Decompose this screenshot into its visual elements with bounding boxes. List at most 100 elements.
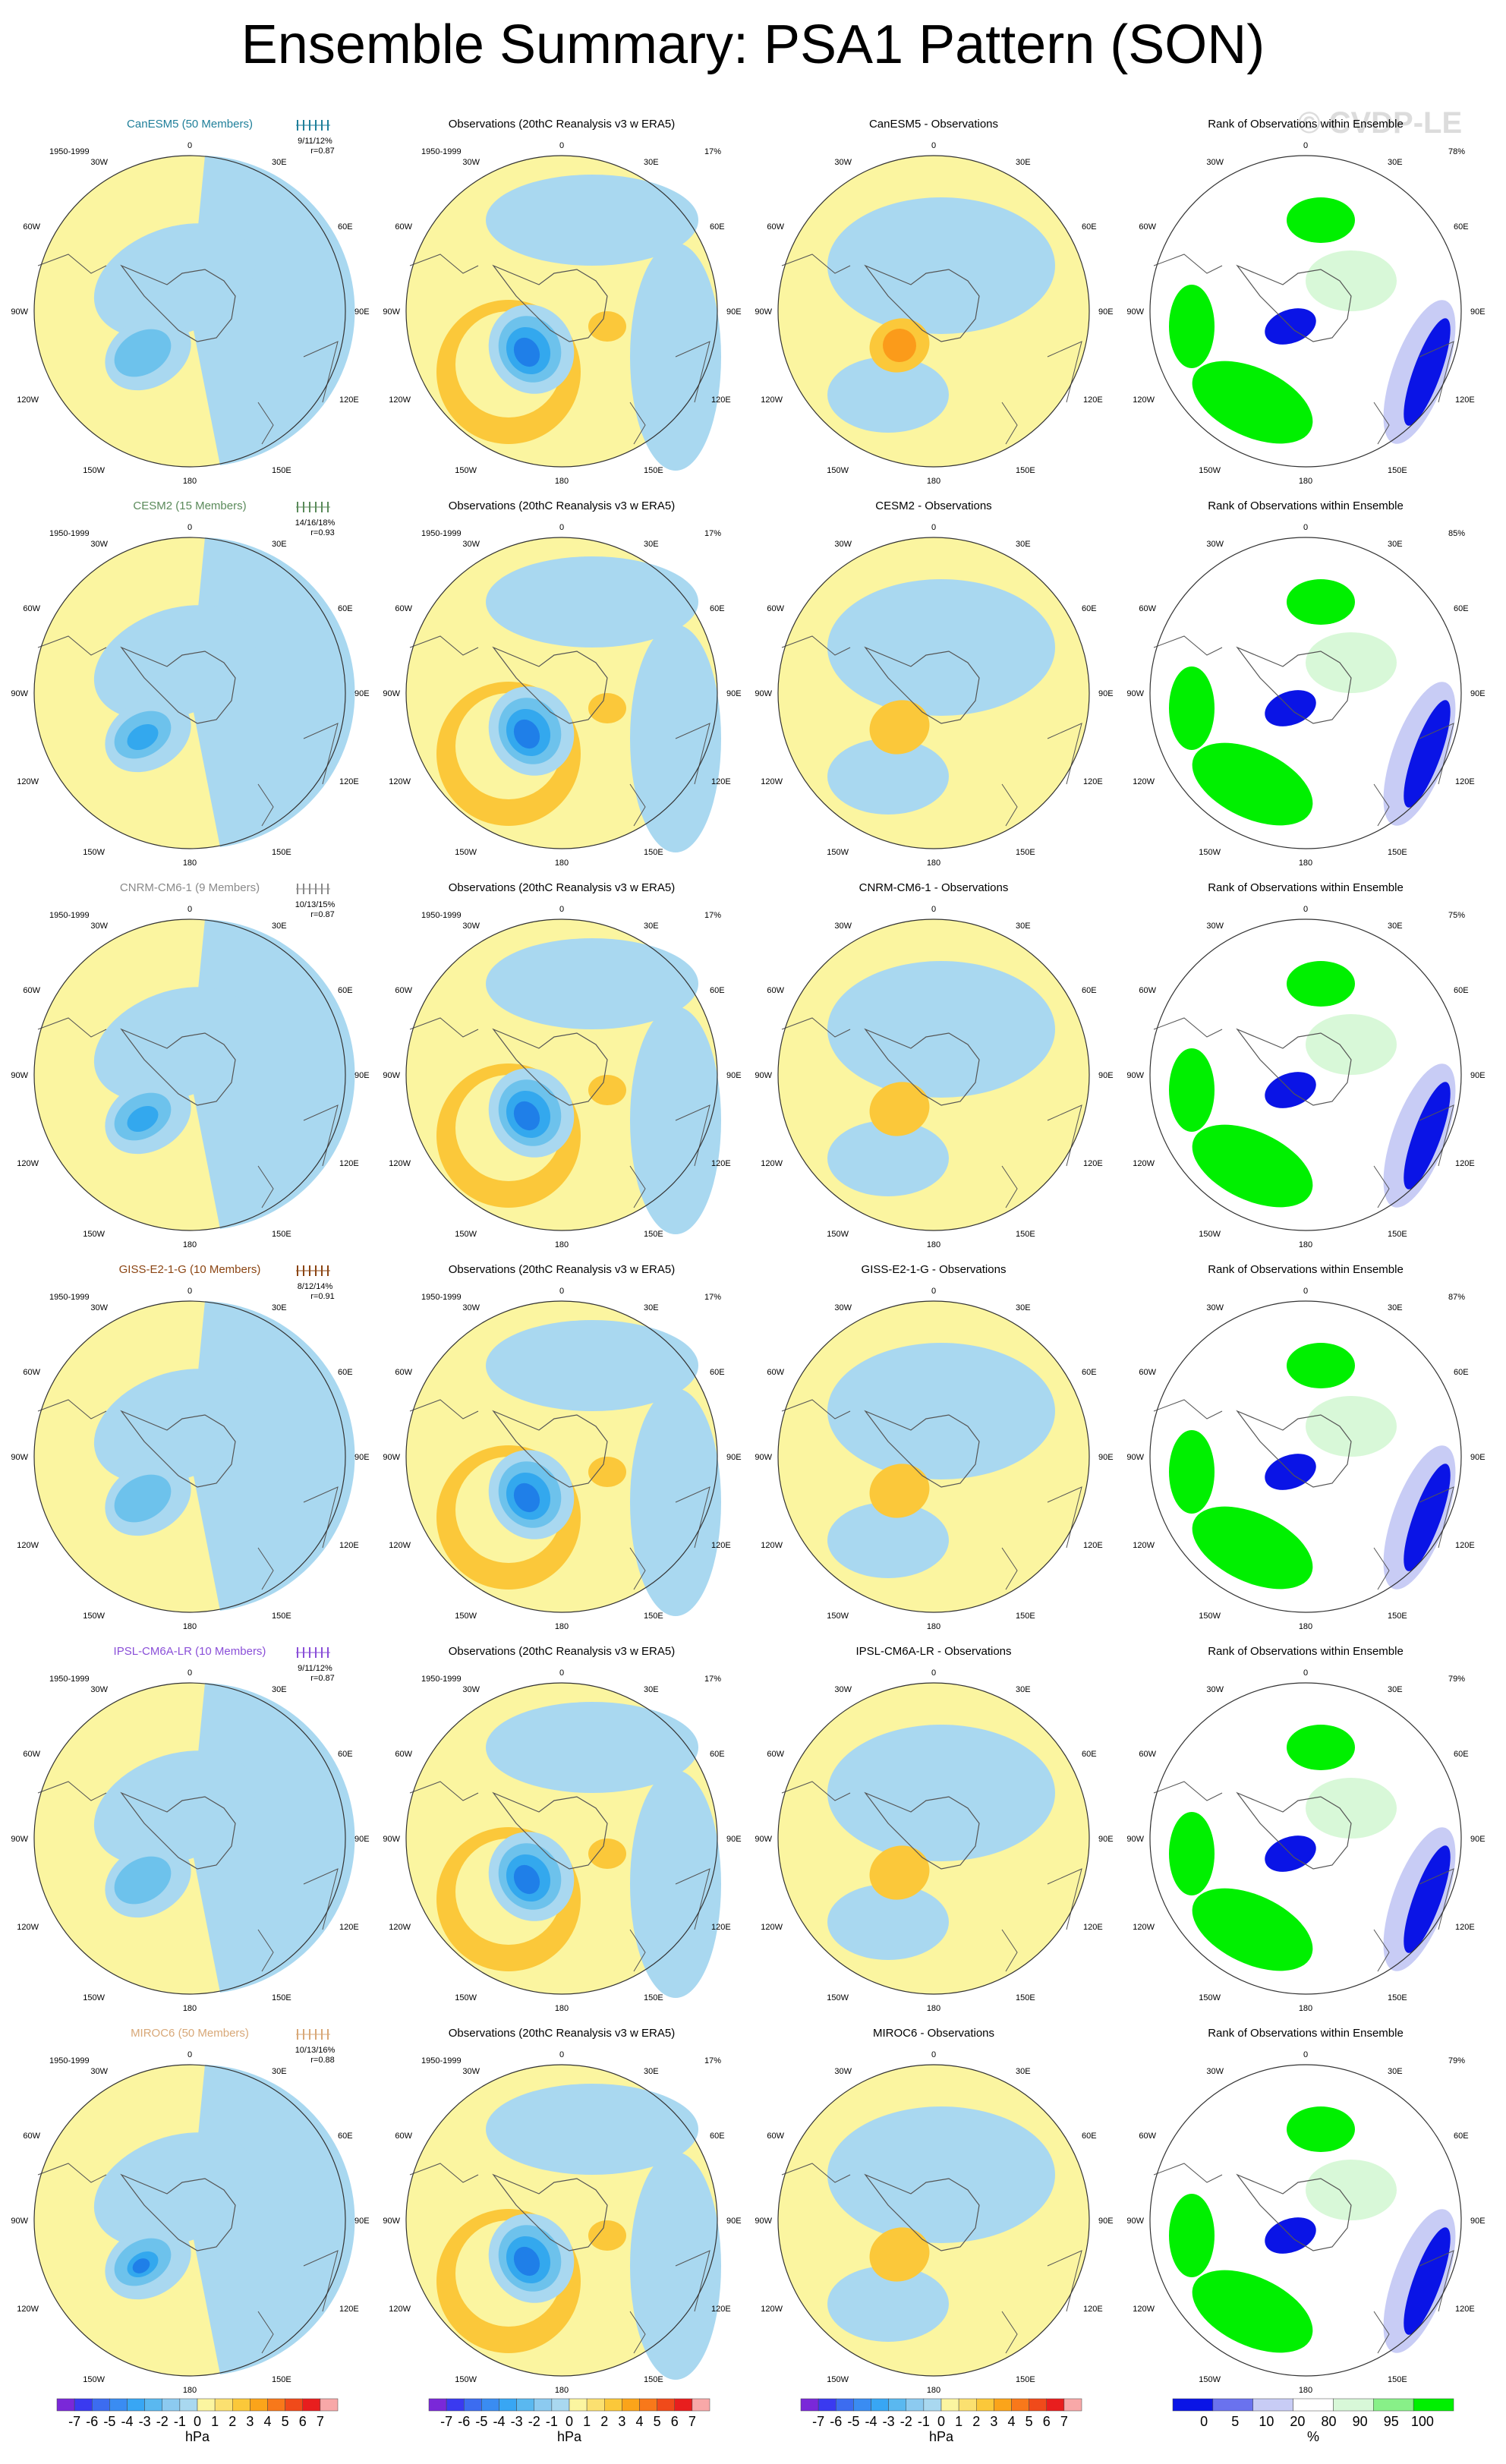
lon-label: 150E — [1016, 1993, 1035, 2002]
colorbar-swatch — [604, 2398, 622, 2412]
rank-region — [1287, 1725, 1355, 1770]
lon-label: 120W — [389, 1541, 411, 1550]
lon-label: 0 — [1303, 523, 1308, 532]
lon-label: 180 — [1299, 2004, 1312, 2013]
coastline — [1419, 2250, 1454, 2312]
lon-label: 0 — [931, 1668, 936, 1678]
pattern-region — [588, 1839, 626, 1869]
map-border — [405, 2064, 718, 2377]
lon-label: 90E — [354, 689, 370, 698]
colorbar-swatch — [692, 2398, 710, 2412]
lon-label: 120E — [711, 1159, 731, 1168]
coastline — [37, 635, 107, 656]
obs-explained-variance: 17% — [704, 911, 721, 920]
coastline — [864, 1028, 980, 1106]
lon-label: 120W — [17, 2305, 39, 2314]
lon-label: 30W — [90, 922, 108, 931]
coastline — [675, 1104, 710, 1167]
lon-label: 30W — [834, 922, 852, 931]
lon-label: 30W — [462, 540, 480, 549]
coastline — [1001, 1929, 1018, 1972]
explained-variance: 14/16/18% — [295, 518, 336, 528]
colorbar-tick-label: 100 — [1411, 2414, 1434, 2429]
colorbar-swatch — [320, 2398, 339, 2412]
colorbar-swatch — [906, 2398, 925, 2412]
coastline — [120, 1791, 236, 1870]
rank-title: Rank of Observations within Ensemble — [1208, 1263, 1404, 1276]
coastline — [675, 723, 710, 785]
lon-label: 30W — [90, 1303, 108, 1312]
colorbar-swatch — [499, 2398, 517, 2412]
lon-label: 120W — [761, 395, 783, 405]
coastline — [1001, 1547, 1018, 1590]
lon-label: 90E — [726, 1835, 742, 1844]
colorbar-tick-label: 5 — [282, 2414, 289, 2429]
pattern-correlation: r=0.87 — [310, 147, 335, 156]
map-border — [777, 2064, 1090, 2377]
coastline — [1153, 1399, 1223, 1419]
explained-variance: 10/13/16% — [295, 2046, 336, 2055]
obs-panel: 0 30E 60E 90E 120E 150E 180 150W 120W 90W 60W 30W Ob… — [383, 499, 741, 868]
lon-label: 150E — [644, 1230, 663, 1239]
lon-label: 120E — [339, 2305, 359, 2314]
rank-region — [1306, 632, 1397, 693]
lon-label: 60E — [1082, 1750, 1097, 1759]
coastline — [781, 635, 851, 656]
explained-variance: 9/11/12% — [298, 1664, 332, 1673]
rank-region — [1192, 1506, 1313, 1590]
coastline — [1047, 723, 1082, 785]
coastline — [303, 341, 339, 403]
obs-panel: 0 30E 60E 90E 120E 150E 180 150W 120W 90W 60W 30W Ob… — [383, 881, 741, 1249]
rank-region — [1404, 1082, 1451, 1189]
coastline — [409, 1017, 479, 1038]
pattern-region — [513, 1482, 540, 1513]
lon-label: 180 — [1299, 1240, 1312, 1249]
coastline — [1419, 341, 1454, 403]
lon-label: 90W — [755, 689, 772, 698]
coastline — [492, 1028, 608, 1106]
lon-label: 90E — [1470, 689, 1486, 698]
colorbar-tick-label: -2 — [528, 2414, 540, 2429]
member-range-bar — [296, 120, 330, 131]
lon-label: 0 — [187, 1668, 192, 1678]
rank-percent: 87% — [1448, 1293, 1465, 1302]
obs-explained-variance: 17% — [704, 529, 721, 538]
lon-label: 180 — [183, 1240, 197, 1249]
lon-label: 180 — [183, 1622, 197, 1631]
lon-label: 90W — [755, 2217, 772, 2226]
coastline — [257, 783, 274, 827]
difference-title: CNRM-CM6-1 - Observations — [859, 881, 1009, 894]
rank-panel: 0 30E 60E 90E 120E 150E 180 150W 120W 90W 60W 30W Ra… — [1126, 118, 1485, 486]
coastline — [1419, 1486, 1454, 1549]
coastline — [1373, 1547, 1390, 1590]
lon-label: 60W — [1139, 1750, 1156, 1759]
period-label: 1950-1999 — [49, 147, 90, 156]
lon-label: 150E — [1016, 1230, 1035, 1239]
colorbar-tick-label: 0 — [1200, 2414, 1208, 2429]
rank-title: Rank of Observations within Ensemble — [1208, 118, 1404, 131]
model-panel: 0 30E 60E 90E 120E 150E 180 150W 120W 90W 60W 30W CN… — [11, 881, 369, 1249]
lon-label: 60W — [23, 2132, 40, 2141]
lon-label: 150W — [827, 1993, 849, 2002]
rank-percent: 79% — [1448, 2056, 1465, 2065]
difference-title: CESM2 - Observations — [875, 499, 991, 512]
pattern-region — [127, 723, 159, 751]
colorbar-tick-label: 7 — [1060, 2414, 1068, 2429]
lon-label: 90W — [383, 307, 400, 317]
lon-label: 90W — [383, 689, 400, 698]
colorbar-tick-label: -7 — [68, 2414, 80, 2429]
obs-title: Observations (20thC Reanalysis v3 w ERA5… — [449, 118, 675, 131]
coastline — [1419, 1868, 1454, 1930]
lon-label: 120E — [339, 395, 359, 405]
colorbar-swatch — [197, 2398, 216, 2412]
colorbar-swatch — [871, 2398, 889, 2412]
lon-label: 30W — [462, 1303, 480, 1312]
lon-label: 30W — [1206, 540, 1224, 549]
rank-title: Rank of Observations within Ensemble — [1208, 2027, 1404, 2040]
lon-label: 120W — [389, 1159, 411, 1168]
lon-label: 60E — [338, 1750, 353, 1759]
member-range-bar — [296, 2029, 330, 2040]
rank-title: Rank of Observations within Ensemble — [1208, 499, 1404, 512]
lon-label: 150W — [455, 1993, 477, 2002]
obs-explained-variance: 17% — [704, 1675, 721, 1684]
